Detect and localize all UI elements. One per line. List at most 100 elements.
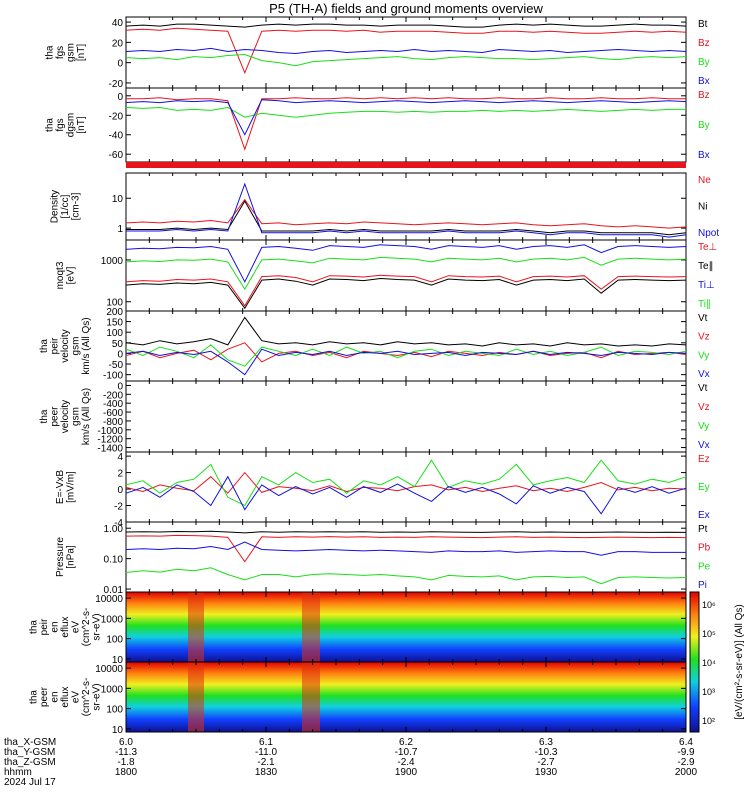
- series-line: [125, 471, 687, 494]
- y-tick-label: -50: [109, 360, 124, 371]
- legend-entry: Vt: [698, 313, 708, 324]
- colorbar: 10² 10³ 10⁴ 10⁵ 10⁶ [eV/(cm²-s-sr-eV)] (All Q…: [689, 591, 745, 733]
- y-axis-label-line: [1/cc]: [60, 194, 71, 218]
- footer-value: -2.1: [257, 757, 275, 768]
- y-tick-label: -40: [109, 131, 124, 142]
- y-tick-label: 1: [117, 224, 123, 235]
- legend-entry: Vz: [698, 402, 710, 413]
- series-line: [125, 244, 687, 283]
- footer-row-label: tha_X-GSM: [4, 737, 56, 748]
- y-axis-label-line: tha: [29, 690, 40, 704]
- footer-value: 1930: [535, 767, 558, 778]
- y-axis-label-line: tha: [44, 118, 55, 132]
- panel-2: 0 -20 -40 -60 tha fgs dgsm [nT] Bz By Bx: [44, 87, 710, 163]
- panel-frame: [125, 380, 687, 453]
- spectrogram-fill: [126, 662, 686, 732]
- series-line: [125, 316, 687, 347]
- footer-value: -11.3: [115, 747, 137, 758]
- legend-entry: Te∥: [698, 261, 714, 272]
- y-tick-label: 0.10: [104, 555, 124, 566]
- legend-entry: By: [698, 120, 710, 131]
- y-axis-label-line: eV: [71, 691, 82, 704]
- colorbar-tick-label: 10⁶: [702, 600, 716, 610]
- footer-value: 6.4: [679, 737, 693, 748]
- legend-entry: Pt: [698, 524, 708, 535]
- y-tick-label: 0: [117, 92, 123, 103]
- y-tick-label: 0: [117, 59, 123, 70]
- legend-entry: Bz: [698, 90, 710, 101]
- y-axis-label-line: en: [50, 621, 61, 632]
- y-axis-label-line: tha: [39, 409, 50, 423]
- series-line: [125, 475, 687, 515]
- series-line: [125, 256, 687, 291]
- y-axis-label-line: Pressure: [55, 537, 66, 577]
- y-axis-label-line: eflux: [60, 616, 71, 637]
- footer-value: -2.4: [397, 757, 415, 768]
- y-tick-label: -200: [103, 390, 123, 401]
- y-tick-label: 1000: [101, 256, 124, 267]
- series-line: [125, 567, 687, 585]
- y-tick-label: 150: [106, 318, 123, 329]
- footer-value: -10.7: [395, 747, 418, 758]
- y-axis-label-line: tha: [39, 339, 50, 353]
- series-line: [125, 459, 687, 507]
- spectrogram-enhancement: [302, 592, 320, 662]
- legend-entry: Ne: [698, 175, 711, 186]
- y-axis-label-line: sr-eV): [92, 683, 103, 710]
- footer-value: 6.3: [539, 737, 553, 748]
- colorbar-tick-label: 10⁴: [702, 658, 716, 668]
- panel-9: 10000 1000 100 10 tha peir en eflux eV (cm^2-s-sr…: [29, 591, 687, 666]
- y-tick-label: -600: [103, 408, 123, 419]
- panel-1: 40 20 0 -20 tha fgs gsm [nT] Bt Bz By Bx: [44, 16, 710, 90]
- colorbar-tick-label: 10²: [702, 716, 715, 726]
- y-axis-label-line: peir: [39, 618, 50, 635]
- series-line: [126, 200, 687, 236]
- legend-entry: Ey: [698, 482, 710, 493]
- y-axis-label-line: gsm: [71, 337, 82, 356]
- series-line: [125, 198, 687, 229]
- y-tick-label: 0: [117, 381, 123, 392]
- y-axis-label-line: km/s (All Qs): [81, 388, 92, 445]
- y-tick-label: 10000: [95, 664, 123, 675]
- y-axis-label-line: Density: [50, 190, 61, 223]
- y-axis-label-line: fgs: [55, 46, 66, 59]
- y-tick-label: -4: [114, 518, 123, 529]
- legend-entry: Pi: [698, 580, 707, 591]
- footer-row-label: tha_Z-GSM: [4, 757, 56, 768]
- series-line: [125, 530, 687, 534]
- colorbar-gradient: [689, 591, 700, 733]
- y-axis-label-line: sr-eV): [92, 613, 103, 640]
- footer-value: -1.8: [117, 757, 135, 768]
- series-line: [125, 344, 687, 367]
- legend-entry: Bx: [698, 150, 710, 161]
- legend-entry: Npot: [698, 228, 719, 239]
- panel-6: 0-200-400-600-800-1000-1200-1400 tha peer v…: [39, 380, 710, 455]
- legend-entry: Bt: [698, 19, 708, 30]
- legend-entry: Ez: [698, 454, 710, 465]
- legend-entry: Te⊥: [698, 242, 717, 253]
- legend-entry: Vy: [698, 421, 709, 432]
- footer-value: 2000: [675, 767, 698, 778]
- y-tick-label: 100: [106, 635, 123, 646]
- y-tick-label: -800: [103, 417, 123, 428]
- series-line: [125, 53, 687, 67]
- series-line: [125, 27, 687, 75]
- footer-value: 6.1: [259, 737, 273, 748]
- spectrogram-fill: [126, 592, 686, 662]
- legend-entry: Ti∥: [698, 299, 711, 310]
- series-line: [125, 348, 687, 376]
- legend-entry: Ni: [698, 202, 707, 213]
- panel-frame: [125, 16, 687, 89]
- legend-entry: Bx: [698, 76, 710, 87]
- y-tick-label: 1000: [101, 684, 124, 695]
- y-axis-label-line: velocity: [60, 329, 71, 362]
- footer-value: -2.7: [537, 757, 555, 768]
- y-axis-label-line: gsm: [71, 407, 82, 426]
- legend-entry: Pb: [698, 543, 711, 554]
- y-tick-label: -1400: [97, 444, 123, 455]
- y-tick-label: -60: [109, 150, 124, 161]
- footer-value: -2.9: [677, 757, 695, 768]
- y-tick-label: 40: [112, 18, 124, 29]
- legend-entry: Vy: [698, 350, 709, 361]
